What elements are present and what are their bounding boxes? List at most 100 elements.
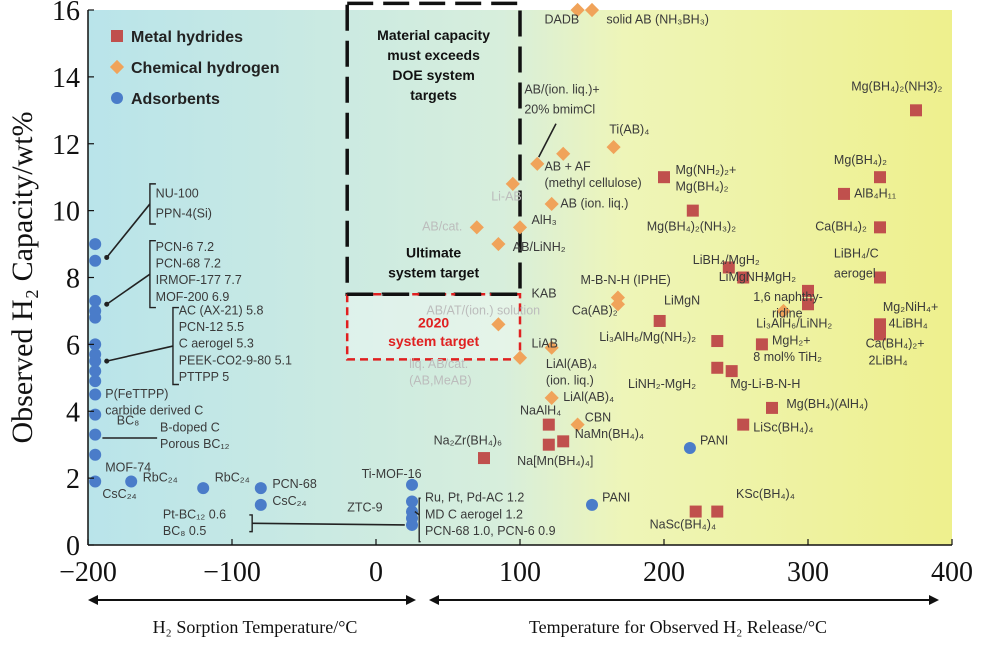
legend-marker-circle bbox=[111, 92, 123, 104]
metal-hydride-point bbox=[725, 365, 738, 378]
chemical-hydrogen-point bbox=[530, 156, 545, 171]
target-2020-label: system target bbox=[388, 333, 479, 349]
point-label: Ca(BH₄)₂+ bbox=[866, 337, 925, 351]
y-axis-title: Observed H₂ Capacity/wt% bbox=[6, 111, 39, 443]
arrow-head bbox=[406, 595, 416, 605]
point-label: Ca(BH₄)₂ bbox=[815, 220, 867, 234]
adsorbent-point bbox=[89, 388, 102, 401]
metal-hydride-point bbox=[478, 452, 490, 465]
chemical-hydrogen-point bbox=[544, 390, 559, 405]
metal-hydride-point bbox=[722, 261, 735, 274]
point-label: KAB bbox=[532, 287, 557, 301]
target-boxes: Material capacity must exceeds DOE system t… bbox=[345, 1, 522, 361]
metal-hydride-point bbox=[737, 271, 750, 284]
y-tick-label: 14 bbox=[52, 63, 80, 94]
point-label: ridine bbox=[772, 307, 803, 321]
metal-hydride-point bbox=[542, 418, 555, 431]
adsorbent-point bbox=[683, 442, 696, 455]
chemical-hydrogen-point bbox=[469, 220, 484, 235]
arrow-head bbox=[88, 595, 98, 605]
point-label: RbC₂₄ bbox=[143, 470, 178, 484]
y-tick-label: 8 bbox=[66, 264, 80, 295]
point-label: DADB bbox=[544, 12, 579, 26]
adsorbent-point bbox=[406, 495, 418, 508]
adsorbent-point bbox=[89, 338, 102, 351]
point-label: PCN-68 7.2 bbox=[156, 256, 221, 270]
chemical-hydrogen-point bbox=[610, 297, 625, 312]
point-label: PCN-12 5.5 bbox=[179, 320, 244, 334]
point-label: LiSc(BH₄)₄ bbox=[753, 420, 813, 434]
metal-hydride-point bbox=[711, 361, 724, 374]
chemical-hydrogen-point bbox=[512, 350, 528, 365]
point-label: Na[Mn(BH₄)₄] bbox=[517, 454, 593, 468]
metal-hydride-point bbox=[802, 298, 814, 311]
point-label: LiMgNH₂ bbox=[719, 270, 769, 284]
adsorbent-point bbox=[89, 254, 102, 267]
ultimate-target-label: Ultimate bbox=[406, 244, 461, 260]
point-label: MD C aerogel 1.2 bbox=[425, 507, 523, 521]
point-label: 4LiBH₄ bbox=[889, 317, 928, 331]
point-label: 1,6 naphthy- bbox=[753, 290, 823, 304]
point-label: LiMgN bbox=[664, 293, 700, 307]
arrow-line bbox=[414, 511, 420, 516]
adsorbent-point bbox=[89, 375, 102, 388]
y-tick-label: 6 bbox=[66, 330, 80, 361]
point-label: 20% bmimCl bbox=[524, 103, 595, 117]
point-label: Li₃AlH₆/LiNH₂ bbox=[756, 317, 832, 331]
point-label: MgH₂ bbox=[765, 270, 796, 284]
arrow-head bbox=[104, 358, 110, 364]
point-label: AB/cat. bbox=[422, 220, 462, 234]
point-label: AB + AF bbox=[544, 160, 591, 174]
point-label: AB/(ion. liq.)+ bbox=[524, 83, 599, 97]
point-label: CBN bbox=[585, 410, 611, 424]
point-label: C aerogel 5.3 bbox=[179, 337, 254, 351]
data-marks bbox=[89, 2, 922, 531]
point-label: (methyl cellulose) bbox=[544, 176, 641, 190]
label-bracket bbox=[249, 514, 253, 533]
axes: −200 −100 0 100 200 300 400 0 2 4 6 8 10 12 14 16 Observ… bbox=[6, 0, 973, 588]
point-label: Ti-MOF-16 bbox=[362, 467, 422, 481]
point-label: solid AB (NH₃BH₃) bbox=[606, 12, 709, 26]
metal-hydride-point bbox=[542, 438, 555, 451]
y-tick-label: 16 bbox=[52, 0, 80, 27]
arrow-head bbox=[929, 595, 939, 605]
chemical-hydrogen-point bbox=[512, 220, 528, 235]
point-label: Pt-BC₁₂ 0.6 bbox=[163, 507, 226, 521]
metal-hydride-point bbox=[910, 104, 922, 117]
metal-hydride-point bbox=[557, 435, 570, 448]
adsorbent-point bbox=[406, 518, 418, 531]
connector-lines bbox=[102, 123, 557, 543]
point-label: AB (ion. liq.) bbox=[560, 196, 628, 210]
adsorbent-point bbox=[125, 475, 138, 488]
point-label: PCN-68 1.0, PCN-6 0.9 bbox=[425, 524, 556, 538]
metal-hydride-point bbox=[653, 314, 666, 327]
chemical-hydrogen-point bbox=[570, 417, 585, 432]
x-tick-label: 200 bbox=[643, 557, 685, 588]
x-axis-title-right: Temperature for Observed H₂ Release/°C bbox=[529, 617, 827, 637]
x-tick-label: 100 bbox=[499, 557, 541, 588]
doe-box-text: Material capacity bbox=[377, 27, 490, 43]
metal-hydride-point bbox=[874, 271, 886, 284]
point-label: Mg(BH₄)(AlH₄) bbox=[786, 397, 868, 411]
x-tick-label: 400 bbox=[931, 557, 973, 588]
legend-label: Metal hydrides bbox=[131, 29, 243, 46]
legend-label: Chemical hydrogen bbox=[131, 60, 279, 77]
point-label: PANI bbox=[700, 434, 728, 448]
metal-hydride-point bbox=[689, 505, 702, 518]
x-tick-label: −200 bbox=[59, 557, 117, 588]
point-label: BC₈ 0.5 bbox=[163, 524, 206, 538]
arrow-line bbox=[538, 123, 557, 158]
point-label: ZTC-9 bbox=[347, 501, 382, 515]
y-tick-label: 12 bbox=[52, 130, 80, 161]
adsorbent-point bbox=[406, 478, 418, 491]
chemical-hydrogen-point bbox=[505, 176, 520, 191]
point-label: Li-AB bbox=[491, 190, 522, 204]
point-label: 2LiBH₄ bbox=[868, 353, 907, 367]
x-tick-label: 0 bbox=[369, 557, 383, 588]
point-label: PANI bbox=[602, 491, 630, 505]
adsorbent-point bbox=[89, 355, 102, 368]
x-tick-label: 300 bbox=[787, 557, 829, 588]
data-labels: DADB solid AB (NH₃BH₃) Mg(BH₄)₂(NH3)₂ AB/(i… bbox=[102, 12, 942, 538]
point-label: CsC₂₄ bbox=[102, 487, 136, 501]
